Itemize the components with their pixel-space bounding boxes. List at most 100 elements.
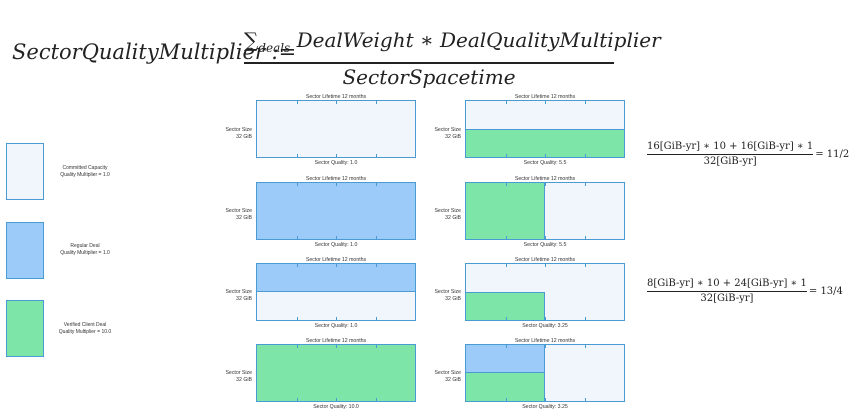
verified-deal-segment bbox=[257, 345, 415, 401]
axis-tick bbox=[296, 101, 298, 104]
verified-deal-segment bbox=[466, 129, 624, 157]
axis-tick bbox=[505, 101, 507, 104]
axis-tick bbox=[505, 183, 507, 186]
verified-deal-segment bbox=[466, 292, 545, 320]
formula-numerator: ∑deals DealWeight ∗ DealQualityMultiplie… bbox=[244, 28, 661, 60]
cell-title: Sector Lifetime 12 months bbox=[305, 94, 367, 100]
axis-tick bbox=[336, 264, 337, 267]
legend-label-committed: Committed Capacity Quality Multiplier = … bbox=[60, 165, 110, 178]
axis-tick bbox=[584, 345, 586, 348]
axis-tick bbox=[545, 264, 546, 267]
regular-deal-segment bbox=[466, 345, 545, 373]
axis-tick bbox=[545, 236, 546, 239]
axis-tick bbox=[545, 101, 546, 104]
cell-quality: Sector Quality: 1.0 bbox=[314, 323, 358, 329]
axis-tick bbox=[505, 236, 507, 239]
equation-fraction: 16[GiB-yr] ∗ 10 + 16[GiB-yr] ∗ 1 32[GiB-… bbox=[647, 141, 814, 168]
sum-symbol: ∑ bbox=[244, 28, 259, 52]
sector-box bbox=[256, 100, 416, 158]
axis-tick bbox=[545, 154, 546, 157]
equation-case-2: 8[GiB-yr] ∗ 10 + 24[GiB-yr] ∗ 1 32[GiB-y… bbox=[647, 278, 857, 305]
axis-tick bbox=[375, 345, 377, 348]
axis-tick bbox=[584, 317, 586, 320]
sector-box bbox=[256, 182, 416, 240]
cell-size: Sector Size 32 GiB bbox=[434, 370, 461, 383]
cell-quality: Sector Quality: 5.5 bbox=[523, 242, 567, 248]
cell-size: Sector Size 32 GiB bbox=[434, 127, 461, 140]
verified-deal-segment bbox=[466, 373, 545, 401]
cell-title: Sector Lifetime 12 months bbox=[305, 338, 367, 344]
cell-size: Sector Size 32 GiB bbox=[225, 127, 252, 140]
verified-deal-segment bbox=[466, 183, 545, 239]
cell-size: Sector Size 32 GiB bbox=[225, 370, 252, 383]
axis-tick bbox=[584, 236, 586, 239]
equation-numerator: 16[GiB-yr] ∗ 10 + 16[GiB-yr] ∗ 1 bbox=[647, 141, 814, 152]
cell-size: Sector Size 32 GiB bbox=[225, 208, 252, 221]
legend-label-verified: Verified Client Deal Quality Multiplier … bbox=[58, 322, 112, 335]
legend-swatch-regular bbox=[6, 222, 44, 279]
axis-tick bbox=[545, 345, 546, 348]
cell-title: Sector Lifetime 12 months bbox=[514, 94, 576, 100]
axis-tick bbox=[584, 154, 586, 157]
cell-size: Sector Size 32 GiB bbox=[434, 289, 461, 302]
sum-subscript: deals bbox=[258, 41, 291, 55]
legend-swatch-verified bbox=[6, 300, 44, 357]
axis-tick bbox=[545, 183, 546, 186]
legend-swatch-committed bbox=[6, 143, 44, 200]
cell-quality: Sector Quality: 5.5 bbox=[523, 160, 567, 166]
axis-tick bbox=[505, 317, 507, 320]
axis-tick bbox=[505, 345, 507, 348]
equation-denominator: 32[GiB-yr] bbox=[703, 156, 757, 167]
equation-result: = 13/4 bbox=[808, 286, 843, 297]
cell-title: Sector Lifetime 12 months bbox=[514, 176, 576, 182]
numerator-text: DealWeight ∗ DealQualityMultiplier bbox=[296, 28, 661, 52]
formula-fraction: ∑deals DealWeight ∗ DealQualityMultiplie… bbox=[244, 28, 661, 89]
cell-title: Sector Lifetime 12 months bbox=[514, 338, 576, 344]
regular-deal-segment bbox=[257, 183, 415, 239]
axis-tick bbox=[375, 154, 377, 157]
axis-tick bbox=[505, 398, 507, 401]
axis-tick bbox=[584, 101, 586, 104]
axis-tick bbox=[336, 154, 337, 157]
axis-tick bbox=[296, 317, 298, 320]
cell-title: Sector Lifetime 12 months bbox=[305, 176, 367, 182]
equation-bar bbox=[647, 291, 807, 292]
axis-tick bbox=[584, 398, 586, 401]
axis-tick bbox=[296, 183, 298, 186]
cell-quality: Sector Quality: 10.0 bbox=[313, 404, 359, 410]
sector-box bbox=[465, 182, 625, 240]
axis-tick bbox=[296, 264, 298, 267]
axis-tick bbox=[375, 236, 377, 239]
axis-tick bbox=[375, 264, 377, 267]
axis-tick bbox=[375, 317, 377, 320]
axis-tick bbox=[336, 101, 337, 104]
cell-size: Sector Size 32 GiB bbox=[434, 208, 461, 221]
formula-lhs: SectorQualityMultiplier := bbox=[12, 40, 297, 64]
axis-tick bbox=[505, 264, 507, 267]
cell-title: Sector Lifetime 12 months bbox=[514, 257, 576, 263]
equation-denominator: 32[GiB-yr] bbox=[700, 293, 754, 304]
cell-title: Sector Lifetime 12 months bbox=[305, 257, 367, 263]
axis-tick bbox=[545, 398, 546, 401]
axis-tick bbox=[296, 154, 298, 157]
axis-tick bbox=[505, 154, 507, 157]
axis-tick bbox=[296, 345, 298, 348]
cell-size: Sector Size 32 GiB bbox=[225, 289, 252, 302]
axis-tick bbox=[336, 183, 337, 186]
cell-quality: Sector Quality: 1.0 bbox=[314, 242, 358, 248]
axis-tick bbox=[545, 317, 546, 320]
regular-deal-segment bbox=[257, 264, 415, 292]
axis-tick bbox=[584, 183, 586, 186]
axis-tick bbox=[296, 398, 298, 401]
equation-fraction: 8[GiB-yr] ∗ 10 + 24[GiB-yr] ∗ 1 32[GiB-y… bbox=[647, 278, 807, 305]
sector-box bbox=[256, 344, 416, 402]
axis-tick bbox=[336, 236, 337, 239]
sector-box bbox=[256, 263, 416, 321]
cell-quality: Sector Quality: 3.25 bbox=[522, 323, 568, 329]
formula-denominator: SectorSpacetime bbox=[342, 64, 516, 89]
axis-tick bbox=[375, 101, 377, 104]
axis-tick bbox=[336, 345, 337, 348]
axis-tick bbox=[336, 317, 337, 320]
cell-quality: Sector Quality: 1.0 bbox=[314, 160, 358, 166]
cell-quality: Sector Quality: 3.25 bbox=[522, 404, 568, 410]
